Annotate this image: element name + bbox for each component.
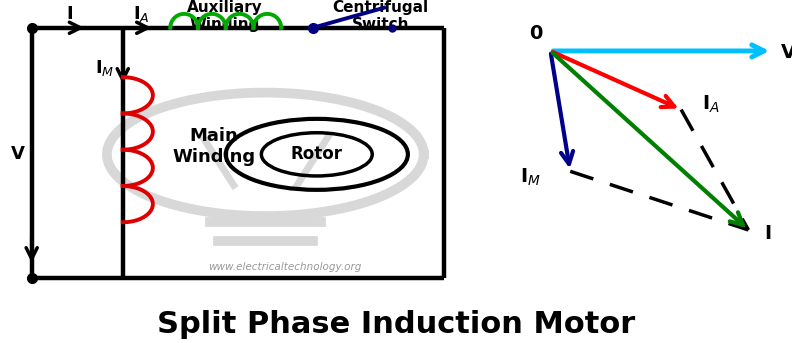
Text: I: I xyxy=(765,224,771,243)
Text: Winding: Winding xyxy=(190,17,260,32)
Text: Split Phase Induction Motor: Split Phase Induction Motor xyxy=(157,310,635,339)
Text: I: I xyxy=(67,5,73,23)
Text: V: V xyxy=(780,43,792,62)
Text: www.electricaltechnology.org: www.electricaltechnology.org xyxy=(208,262,362,272)
Text: Rotor: Rotor xyxy=(291,145,343,163)
Text: I$_A$: I$_A$ xyxy=(703,93,720,115)
Text: 0: 0 xyxy=(530,24,543,44)
Text: Centrifugal: Centrifugal xyxy=(332,0,428,15)
Text: I$_A$: I$_A$ xyxy=(132,4,150,24)
Text: Main: Main xyxy=(189,127,238,145)
Text: I$_M$: I$_M$ xyxy=(520,166,541,188)
Text: Auxiliary: Auxiliary xyxy=(187,0,263,15)
Text: Switch: Switch xyxy=(352,17,409,32)
Text: V: V xyxy=(10,145,25,163)
Text: Winding: Winding xyxy=(173,149,255,166)
Text: I$_M$: I$_M$ xyxy=(95,58,114,78)
